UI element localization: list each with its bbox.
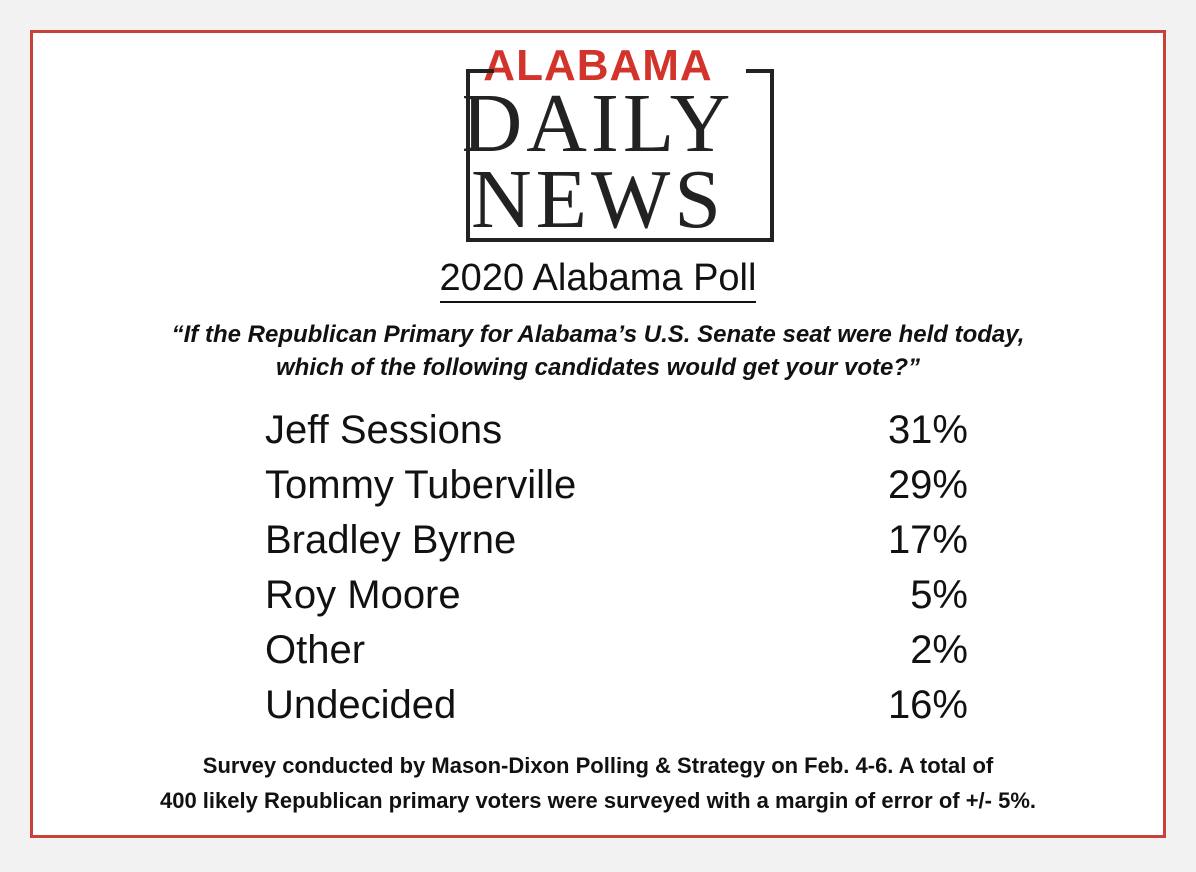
logo-state: ALABAMA <box>483 41 713 90</box>
candidate-name: Roy Moore <box>265 573 461 617</box>
question-line: “If the Republican Primary for Alabama’s… <box>171 321 1025 348</box>
poll-card: ALABAMA DAILY NEWS 2020 Alabama Poll “If… <box>30 30 1166 838</box>
candidate-percent: 29% <box>887 463 968 507</box>
candidate-name: Tommy Tuberville <box>265 463 577 507</box>
candidate-percent: 31% <box>887 408 968 452</box>
candidate-name: Undecided <box>265 683 457 727</box>
candidate-percent: 17% <box>887 518 968 562</box>
question-line: which of the following candidates would … <box>275 354 920 381</box>
footnote-line: 400 likely Republican primary voters wer… <box>159 788 1037 813</box>
logo-frame <box>466 69 774 242</box>
poll-title-text: 2020 Alabama Poll <box>439 257 757 303</box>
candidate-percent: 16% <box>887 683 968 727</box>
logo-word: NEWS <box>471 153 725 246</box>
candidate-name: Other <box>265 628 366 672</box>
poll-title: 2020 Alabama Poll <box>33 257 1163 303</box>
candidate-name: Bradley Byrne <box>265 518 517 562</box>
candidate-name: Jeff Sessions <box>265 408 503 452</box>
logo-word: DAILY <box>461 77 735 170</box>
candidate-percent: 5% <box>910 573 968 617</box>
candidate-percent: 2% <box>910 628 968 672</box>
footnote-line: Survey conducted by Mason-Dixon Polling … <box>202 753 994 778</box>
